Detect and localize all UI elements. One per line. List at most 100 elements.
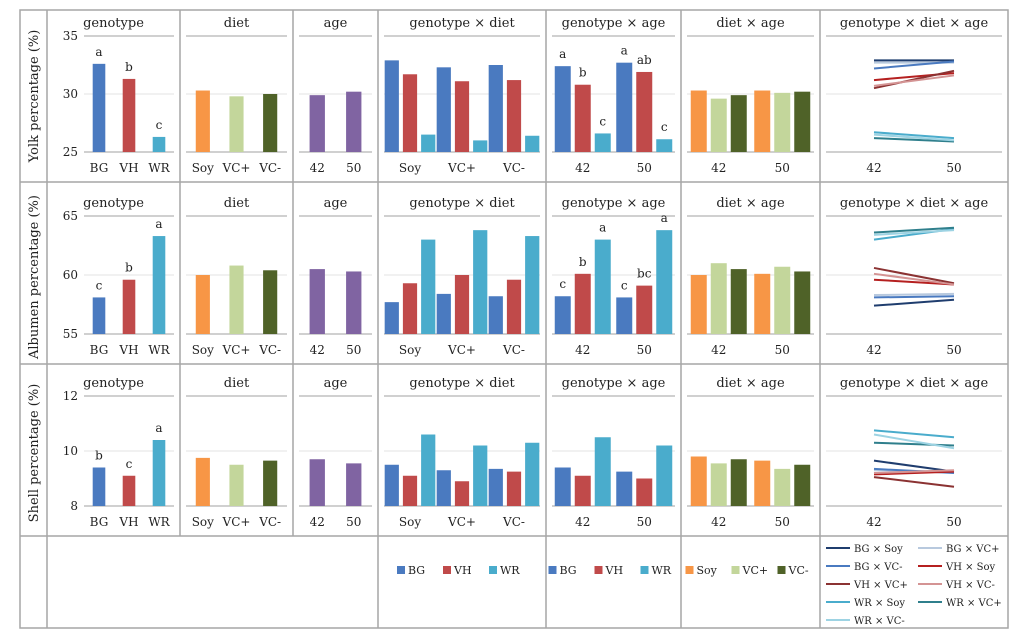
y-tick-label: 55 [63, 327, 78, 341]
significance-letter: bc [637, 267, 652, 281]
x-tick-label: 42 [310, 161, 325, 175]
line-BGminusVC- [873, 295, 955, 299]
bar-WR [656, 139, 673, 152]
x-tick-label: 50 [637, 343, 652, 357]
significance-letter: c [96, 278, 103, 292]
x-tick-label: VC+ [447, 515, 476, 529]
legend-label: VH [605, 564, 624, 577]
bar-VC- [263, 94, 278, 152]
significance-letter: ab [637, 53, 652, 67]
significance-letter: a [559, 47, 566, 61]
x-tick-label: 42 [866, 161, 881, 175]
bar-VC+ [710, 263, 727, 334]
x-tick-label: VC+ [447, 161, 476, 175]
legend-label: Soy [697, 564, 718, 577]
legend-label: VH × Soy [945, 562, 996, 573]
line-VHminusVC- [873, 469, 955, 474]
x-tick-label: VC- [502, 515, 525, 529]
legend-label: WR [500, 564, 520, 577]
bar-VH [402, 475, 418, 506]
bar-VC+ [774, 92, 791, 152]
bar-BG [616, 62, 633, 152]
bar-VH [454, 81, 470, 152]
panel-title: genotype × diet × age [840, 196, 989, 211]
x-tick-label: VH [118, 161, 138, 175]
bar-WR [152, 136, 166, 152]
bar-WR [656, 445, 673, 506]
panel-title: genotype × age [562, 196, 666, 211]
y-tick-label: 12 [63, 389, 78, 403]
legend-swatch-VC+ [731, 566, 740, 574]
legend-label: WR × Soy [854, 598, 905, 609]
y-tick-label: 10 [63, 444, 78, 458]
bar-BG [488, 65, 503, 152]
bar-VH [122, 279, 136, 334]
bar-WR [525, 442, 540, 506]
row-2: Shell percentage (%) 8 10 12 genotype BG b VH c W… [27, 376, 1002, 529]
panel-title: age [324, 16, 348, 31]
bar-WR [421, 239, 436, 334]
bar-WR [473, 445, 488, 506]
legend-label: VH × VC- [945, 580, 995, 591]
legend-label: BG × Soy [854, 544, 903, 555]
bar-BG [616, 471, 633, 506]
bar-50 [346, 271, 362, 334]
x-tick-label: 50 [346, 161, 361, 175]
legend-label: VC+ [742, 564, 769, 577]
significance-letter: c [661, 120, 668, 134]
bar-VC- [730, 459, 747, 506]
bar-VC- [263, 270, 278, 334]
x-tick-label: 42 [866, 343, 881, 357]
panel-title: genotype × diet [409, 16, 515, 31]
x-tick-label: VC+ [222, 515, 251, 529]
bar-WR [152, 236, 166, 334]
figure-frame [19, 9, 1009, 629]
bar-VH [122, 78, 136, 152]
panel-title: diet × age [716, 16, 785, 31]
bar-BG [384, 60, 399, 152]
bar-BG [554, 296, 571, 334]
panel-age: age 42 50 [299, 376, 372, 529]
x-tick-label: Soy [399, 343, 421, 357]
y-axis-label: Yolk percentage (%) [27, 30, 42, 164]
x-tick-label: Soy [192, 343, 214, 357]
bar-42 [309, 459, 325, 506]
panel-title: genotype × diet [409, 376, 515, 391]
panel-age: age 42 50 [299, 196, 372, 357]
bar-50 [346, 463, 362, 506]
panel-genotype-diet: genotype × diet Soy VC+ VC- [384, 196, 540, 357]
x-tick-label: Soy [192, 515, 214, 529]
legend-label: WR [652, 564, 672, 577]
panel-genotype-age: genotype × age 42 50 [552, 376, 675, 529]
bar-VH [506, 471, 522, 506]
legend-label: BG × VC+ [946, 544, 1000, 555]
bar-VH [636, 285, 653, 334]
bar-Soy [690, 456, 707, 506]
bar-WR [594, 239, 611, 334]
bar-VH [636, 478, 653, 506]
bar-Soy [195, 275, 210, 334]
bar-VH [454, 275, 470, 334]
bar-VH [574, 475, 591, 506]
x-tick-label: Soy [399, 161, 421, 175]
bar-BG [92, 63, 106, 153]
bar-BG [488, 296, 503, 334]
y-tick-label: 60 [63, 268, 78, 282]
bar-VH [402, 283, 418, 334]
legend-area: BG VH WR BG VH WR Soy VC+ VC- BG × Soy BG × VC+ BG … [397, 544, 1002, 627]
bar-BG [384, 464, 399, 506]
panel-title: diet × age [716, 376, 785, 391]
significance-letter: a [155, 217, 162, 231]
bar-WR [473, 230, 488, 334]
x-tick-label: Soy [192, 161, 214, 175]
panel-title: age [324, 196, 348, 211]
bar-Soy [195, 457, 210, 506]
legend-label: BG [408, 564, 425, 577]
y-tick-label: 30 [63, 87, 78, 101]
significance-letter: c [599, 114, 606, 128]
x-tick-label: VH [118, 515, 138, 529]
legend-swatch-BG [397, 566, 405, 574]
bar-WR [656, 230, 673, 334]
x-tick-label: 50 [946, 343, 961, 357]
line-WRminusVC- [873, 133, 955, 142]
